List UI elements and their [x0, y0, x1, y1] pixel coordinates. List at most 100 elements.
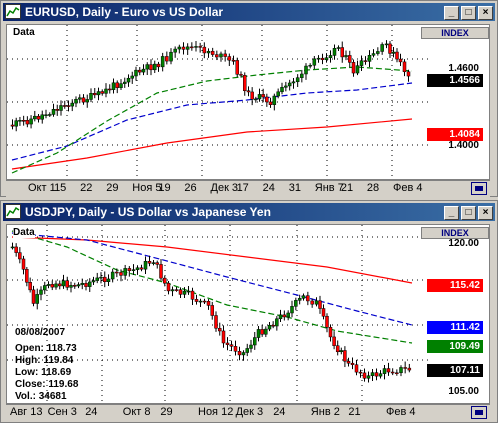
usdjpy-candle [155, 262, 159, 265]
eurusd-candle [402, 61, 407, 73]
eurusd-candle [21, 120, 26, 122]
eurusd-candle [272, 95, 277, 105]
usdjpy-candle [163, 277, 167, 284]
usdjpy-time-axis-label-10: Фев 4 [386, 406, 416, 418]
eurusd-candle [81, 97, 86, 103]
usdjpy-candle [335, 345, 340, 353]
chart-app-icon [5, 4, 21, 19]
eurusd-candle [173, 48, 177, 53]
usdjpy-candle [221, 330, 226, 344]
eurusd-candle [74, 98, 78, 104]
eurusd-time-axis-label-7: Дек 3 [210, 182, 239, 194]
eurusd-scroll-button[interactable] [471, 182, 487, 195]
eurusd-candle [376, 51, 380, 54]
usdjpy-candle [106, 278, 111, 282]
ohlc-close: Close: 119.68 [15, 379, 79, 390]
usdjpy-candle [339, 350, 344, 353]
eurusd-candle [165, 56, 169, 62]
eurusd-time-axis-label-10: 31 [288, 182, 301, 194]
usdjpy-candle [362, 372, 367, 379]
eurusd-candle [257, 94, 262, 100]
eurusd-candle [115, 82, 119, 88]
eurusd-candle [177, 46, 182, 50]
eurusd-index-button[interactable]: INDEX [421, 27, 489, 39]
eurusd-candle [312, 58, 317, 66]
usdjpy-candle [378, 373, 383, 377]
usdjpy-candle [88, 281, 92, 287]
usdjpy-candle [395, 372, 399, 374]
usdjpy-short-ma-line [11, 230, 413, 344]
usdjpy-candle [306, 295, 310, 302]
eurusd-title-bar[interactable]: EURUSD, Daily - Euro vs US Dollar _ □ × [3, 3, 495, 21]
close-button[interactable]: × [478, 206, 493, 220]
eurusd-candle [219, 53, 223, 58]
eurusd-candle [351, 62, 356, 74]
ohlc-volume: Vol.: 34681 [15, 391, 67, 402]
minimize-button[interactable]: _ [444, 6, 459, 20]
eurusd-candle [406, 71, 411, 77]
usdjpy-candle [99, 276, 103, 279]
eurusd-candle [291, 81, 296, 84]
usdjpy-candle [229, 344, 234, 347]
eurusd-candle [169, 51, 173, 62]
usdjpy-candle [14, 246, 18, 253]
eurusd-time-axis-label-8: 17 [236, 182, 249, 194]
eurusd-candle [194, 46, 198, 48]
eurusd-candle [223, 53, 227, 57]
eurusd-candle [254, 98, 258, 101]
usdjpy-time-axis-label-6: Дек 3 [235, 406, 264, 418]
eurusd-candle [395, 51, 399, 60]
eurusd-candle [29, 118, 33, 125]
usdjpy-candle [407, 367, 412, 371]
eurusd-candle [265, 96, 269, 103]
usdjpy-candle [332, 336, 336, 346]
ohlc-high: High: 119.84 [15, 355, 74, 366]
eurusd-time-axis-label-11: Янв 7 [314, 182, 344, 194]
eurusd-candle [367, 55, 372, 62]
usdjpy-candle [131, 269, 136, 271]
eurusd-candle [344, 55, 348, 58]
maximize-button[interactable]: □ [461, 6, 476, 20]
eurusd-candle [363, 60, 368, 62]
usdjpy-candle [110, 271, 115, 280]
usdjpy-time-axis-label-9: 21 [348, 406, 361, 418]
eurusd-time-axis-label-1: 15 [54, 182, 67, 194]
usdjpy-candle [84, 283, 88, 287]
eurusd-candle [153, 63, 157, 71]
usdjpy-candle [139, 267, 144, 270]
usdjpy-plot-area[interactable]: Data INDEX 120.00 115.42 111.42 109.49 1… [6, 224, 490, 404]
usdjpy-candle [237, 351, 242, 356]
usdjpy-candle [80, 283, 84, 285]
usdjpy-title-bar[interactable]: USDJPY, Daily - US Dollar vs Japanese Ye… [3, 203, 495, 221]
usdjpy-candle [103, 276, 107, 282]
usdjpy-candle [314, 300, 319, 305]
usdjpy-candle [386, 368, 391, 373]
eurusd-candle [181, 46, 186, 50]
eurusd-short-ma-line [11, 66, 413, 174]
eurusd-time-axis-label-6: 26 [184, 182, 197, 194]
usdjpy-window-title: USDJPY, Daily - US Dollar vs Japanese Ye… [25, 205, 271, 219]
usdjpy-candle [159, 264, 163, 279]
eurusd-candle [40, 114, 44, 120]
usdjpy-mid-ma-line [11, 232, 413, 326]
usdjpy-candle [198, 300, 203, 303]
maximize-button[interactable]: □ [461, 206, 476, 220]
usdjpy-scroll-button[interactable] [471, 406, 487, 419]
ohlc-low: Low: 118.69 [15, 367, 72, 378]
eurusd-candle [119, 83, 123, 88]
close-button[interactable]: × [478, 6, 493, 20]
eurusd-plot-area[interactable]: Data INDEX 1.4600 1.4566 1.4084 1.4000 [6, 24, 490, 180]
usdjpy-candle [218, 327, 222, 332]
usdjpy-index-button[interactable]: INDEX [421, 227, 489, 239]
eurusd-candle [111, 82, 116, 90]
usdjpy-candle [264, 328, 268, 335]
usdjpy-candle [267, 324, 272, 330]
usdjpy-candle [256, 329, 261, 338]
usdjpy-candle [123, 268, 127, 276]
usdjpy-candle [186, 290, 191, 293]
eurusd-candle [340, 47, 344, 58]
usdjpy-candle [174, 289, 179, 291]
minimize-button[interactable]: _ [444, 206, 459, 220]
usdjpy-price-chart [7, 225, 429, 403]
usdjpy-time-axis-label-2: 24 [85, 406, 98, 418]
